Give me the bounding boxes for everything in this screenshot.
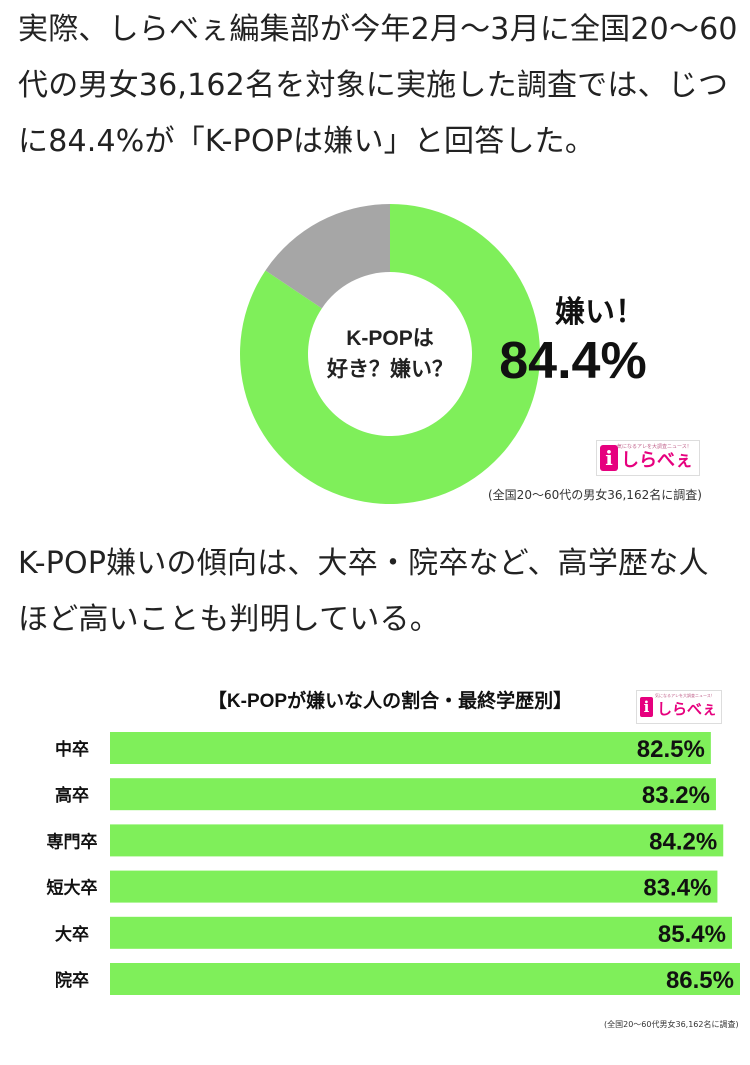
- logo-badge: i: [640, 697, 653, 717]
- shirabee-logo-small: 気になるアレを大調査ニュース！ i しらべぇ: [636, 690, 722, 724]
- bar: [110, 778, 716, 811]
- logo-name: しらべぇ: [621, 450, 693, 471]
- article-paragraph-1: 実際、しらべぇ編集部が今年2月〜3月に全国20〜60代の男女36,162名を対象…: [18, 12, 738, 159]
- donut-center-line2: 好き？嫌い？: [326, 357, 453, 381]
- bar: [110, 732, 711, 764]
- shirabee-logo: 気になるアレを大調査ニュース！ i しらべぇ: [596, 440, 700, 476]
- bar: [110, 916, 732, 949]
- bar-value-label: 85.4%: [658, 921, 726, 948]
- bar-category-label: 専門卒: [47, 831, 98, 851]
- bar-value-label: 82.5%: [637, 736, 705, 763]
- donut-chart: K-POPは 好き？嫌い？ 嫌い！ 84.4%: [240, 204, 647, 504]
- education-bar-chart: 【K-POPが嫌いな人の割合・最終学歴別】 中卒 82.5% 高卒 83.2% 専門卒 8…: [47, 689, 740, 995]
- article-paragraph-2: K-POP嫌いの傾向は、大卒・院卒など、高学歴な人ほど高いことも判明している。: [18, 546, 709, 637]
- bar-category-label: 高卒: [55, 785, 89, 805]
- logo-tagline: 気になるアレを大調査ニュース！: [655, 693, 715, 698]
- bar: [110, 963, 740, 995]
- bar-category-label: 大卒: [55, 924, 89, 944]
- bar-value-label: 86.5%: [666, 967, 734, 994]
- bar-category-label: 院卒: [55, 970, 89, 990]
- bar-group: 中卒 82.5% 高卒 83.2% 専門卒 84.2% 短大卒 83.4% 大卒 85.4% 院卒 8…: [47, 732, 740, 995]
- bar-value-label: 84.2%: [649, 828, 717, 855]
- logo-name: しらべぇ: [657, 700, 718, 718]
- logo-tagline: 気になるアレを大調査ニュース！: [617, 444, 692, 450]
- bar: [110, 824, 724, 857]
- donut-callout-value: 84.4%: [499, 332, 646, 390]
- donut-slices: [240, 204, 541, 504]
- bar-value-label: 83.2%: [642, 782, 710, 809]
- bar-value-label: 83.4%: [643, 875, 711, 902]
- logo-badge: i: [600, 445, 618, 471]
- bar-category-label: 短大卒: [47, 878, 98, 898]
- bar-source-note: (全国20〜60代男女36,162名に調査): [604, 1020, 739, 1029]
- donut-callout-label: 嫌い！: [555, 296, 645, 329]
- bar-chart-title: 【K-POPが嫌いな人の割合・最終学歴別】: [208, 689, 572, 712]
- donut-source-note: (全国20〜60代の男女36,162名に調査): [488, 488, 702, 502]
- bar-category-label: 中卒: [55, 739, 89, 759]
- donut-slice-1: [265, 204, 390, 309]
- donut-slice-0: [240, 204, 541, 504]
- bar: [110, 870, 718, 903]
- donut-center-line1: K-POPは: [346, 327, 434, 350]
